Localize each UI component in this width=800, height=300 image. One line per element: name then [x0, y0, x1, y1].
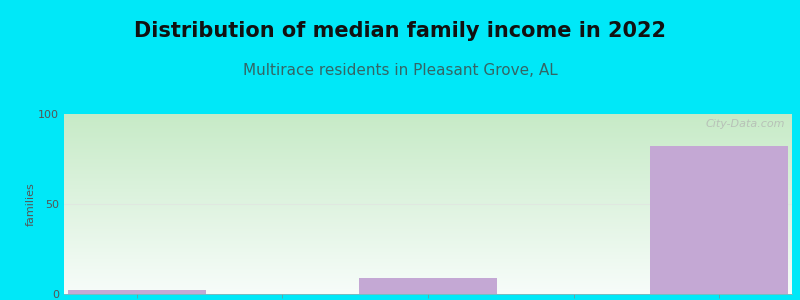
- Bar: [359, 278, 497, 294]
- Bar: [650, 146, 788, 294]
- Text: Multirace residents in Pleasant Grove, AL: Multirace residents in Pleasant Grove, A…: [242, 63, 558, 78]
- Text: City-Data.com: City-Data.com: [706, 119, 785, 129]
- Text: Distribution of median family income in 2022: Distribution of median family income in …: [134, 21, 666, 41]
- Bar: [68, 290, 206, 294]
- Y-axis label: families: families: [26, 182, 35, 226]
